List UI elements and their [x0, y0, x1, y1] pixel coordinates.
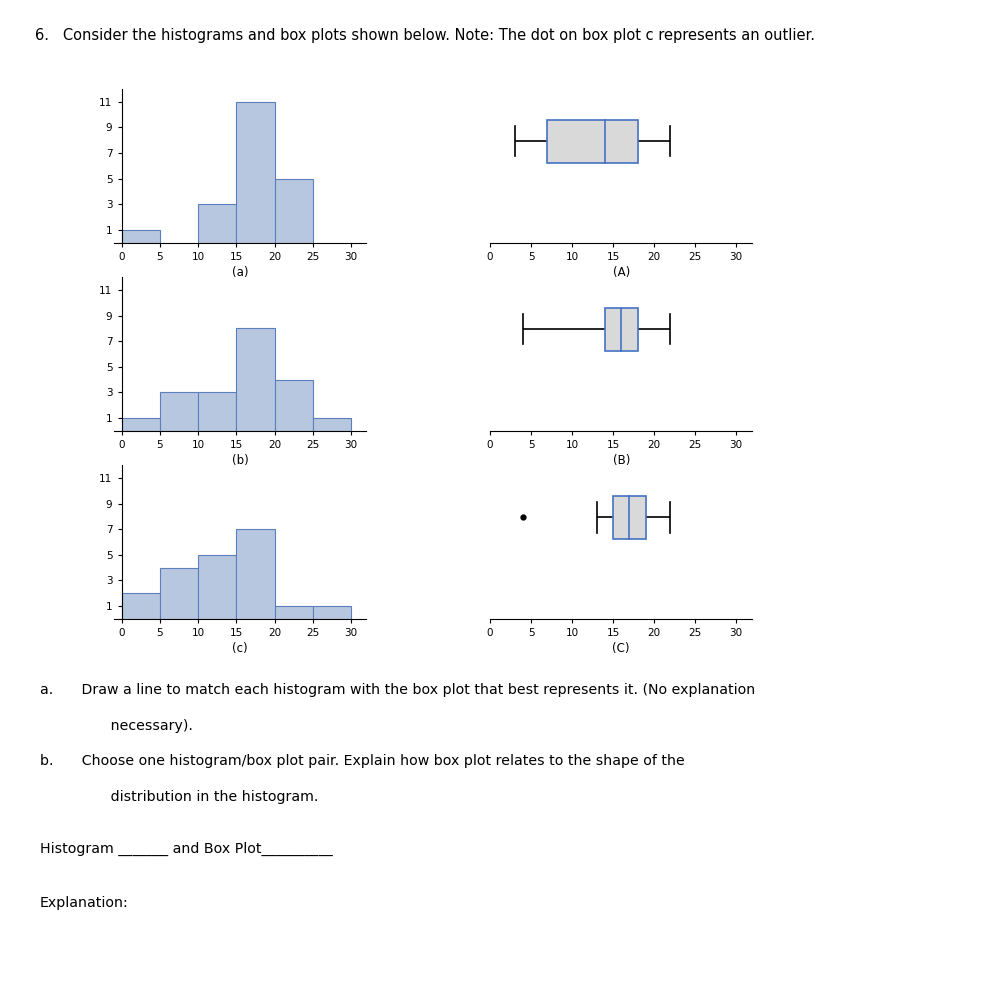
X-axis label: (B): (B): [613, 453, 630, 467]
Bar: [122, 593, 159, 619]
Bar: [159, 392, 198, 431]
Bar: [159, 567, 198, 619]
Text: a.  Draw a line to match each histogram with the box plot that best represents i: a. Draw a line to match each histogram w…: [40, 683, 754, 697]
X-axis label: (A): (A): [613, 265, 630, 279]
X-axis label: (C): (C): [613, 642, 630, 655]
Bar: [237, 329, 274, 431]
Bar: [198, 204, 237, 243]
Text: 6.   Consider the histograms and box plots shown below. Note: The dot on box plo: 6. Consider the histograms and box plots…: [35, 28, 815, 43]
Bar: [605, 308, 638, 350]
Text: Histogram _______ and Box Plot__________: Histogram _______ and Box Plot__________: [40, 842, 333, 855]
Text: distribution in the histogram.: distribution in the histogram.: [40, 790, 318, 804]
Bar: [613, 496, 645, 539]
Bar: [313, 606, 351, 619]
Bar: [274, 606, 313, 619]
Bar: [237, 530, 274, 619]
X-axis label: (c): (c): [233, 642, 248, 655]
X-axis label: (b): (b): [232, 453, 248, 467]
Text: necessary).: necessary).: [40, 719, 192, 733]
Text: b.  Choose one histogram/box plot pair. Explain how box plot relates to the shap: b. Choose one histogram/box plot pair. E…: [40, 754, 684, 768]
Text: Explanation:: Explanation:: [40, 896, 129, 910]
X-axis label: (a): (a): [232, 265, 248, 279]
Bar: [313, 418, 351, 431]
Bar: [274, 379, 313, 431]
Bar: [547, 120, 638, 162]
Bar: [274, 178, 313, 243]
Bar: [198, 554, 237, 619]
Bar: [122, 418, 159, 431]
Bar: [237, 102, 274, 243]
Bar: [122, 230, 159, 243]
Bar: [198, 392, 237, 431]
